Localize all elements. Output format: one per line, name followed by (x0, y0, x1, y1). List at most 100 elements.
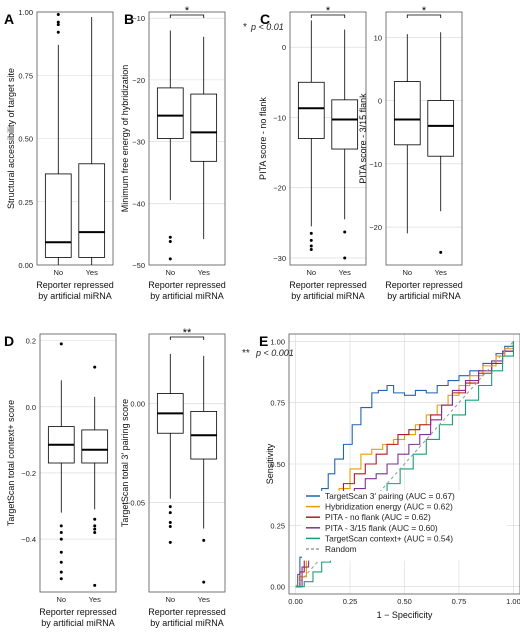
panel-a: A 0.00 0.25 0.50 0.75 1.00 Structural accessib… (4, 8, 114, 301)
box-iqr (81, 429, 109, 464)
panel-e: E 0.00 0.25 0.50 0.75 1.00 0.00 0.25 0.50 0.75 1.0… (259, 333, 520, 620)
outlier-point (309, 248, 313, 252)
plot-frame (36, 11, 114, 266)
x-tick-label: 0.00 (288, 597, 303, 606)
x-axis-label-line: Reporter repressed (36, 280, 114, 290)
x-axis-label-line: by artificial miRNA (291, 291, 365, 301)
plot-frame (288, 333, 520, 595)
outlier-point (59, 524, 63, 528)
outlier-point (202, 580, 206, 584)
box-iqr (78, 163, 106, 258)
y-axis-label: Sensitivity (265, 443, 275, 484)
y-tick-label: −20 (369, 223, 382, 232)
outlier-point (59, 577, 63, 581)
x-axis-label-line: by artificial miRNA (150, 618, 224, 628)
outlier-point (59, 537, 63, 541)
legend-entry: PITA - no flank (AUC = 0.62) (325, 512, 431, 522)
outlier-point (168, 525, 172, 529)
outlier-point (168, 540, 172, 544)
legend-entry: Hybridization energy (AUC = 0.62) (325, 502, 453, 512)
outlier-point (168, 240, 172, 244)
outlier-point (309, 231, 313, 235)
x-tick-label: No (165, 595, 175, 604)
y-tick-label: 0.2 (26, 337, 36, 346)
box-iqr (156, 87, 184, 139)
outlier-point (59, 530, 63, 534)
y-tick-label: 0.75 (270, 399, 285, 408)
x-tick-label: 0.50 (397, 597, 412, 606)
significance-stars: * (185, 5, 190, 17)
significance-bracket (310, 14, 346, 18)
x-tick-label: 0.25 (343, 597, 358, 606)
y-axis-label: Structural accessibility of target site (6, 68, 16, 209)
sig-note-1-text: p < 0.01 (250, 22, 284, 32)
panel-d: D −0.4 −0.2 0.0 0.2 TargetScan total context+… (4, 333, 117, 628)
sig-note-1-stars: * (243, 22, 247, 33)
box-iqr (190, 93, 218, 162)
outlier-point (93, 517, 97, 521)
x-axis-label-line: Reporter repressed (289, 280, 367, 290)
legend-background (302, 491, 507, 561)
outlier-point (56, 23, 60, 27)
significance-bracket (169, 14, 205, 18)
outlier-point (168, 505, 172, 509)
y-tick-label: −20 (273, 184, 286, 193)
y-tick-label: −0.4 (21, 535, 36, 544)
y-tick-label: −20 (132, 76, 145, 85)
outlier-point (439, 250, 443, 254)
y-tick-label: 0 (378, 97, 382, 106)
box-iqr (331, 99, 359, 150)
outlier-point (93, 524, 97, 528)
outlier-point (56, 30, 60, 34)
plot-frame (148, 11, 226, 266)
significance-stars: * (326, 5, 331, 17)
roc-curve-series (295, 341, 515, 588)
legend-entry: TargetScan 3′ pairing (AUC = 0.67) (325, 491, 455, 501)
x-tick-label: 0.75 (452, 597, 467, 606)
box-iqr (44, 173, 72, 258)
x-tick-label: Yes (198, 595, 210, 604)
y-tick-label: −0.2 (21, 469, 36, 478)
y-tick-label: −40 (132, 199, 145, 208)
outlier-point (59, 550, 63, 554)
y-tick-label: 0.50 (18, 135, 33, 144)
y-tick-label: 1.00 (270, 337, 285, 346)
y-tick-label: 0.25 (18, 198, 33, 207)
x-tick-label: Yes (198, 268, 210, 277)
y-axis-label: Minimum free energy of hybridization (120, 65, 130, 213)
significance-stars: * (422, 5, 427, 17)
panel-c2: −20 −10 0 10 PITA score - 3/15 flank No Yes Rep… (358, 5, 463, 301)
legend-entry: Random (325, 544, 357, 554)
y-tick-label: −30 (132, 138, 145, 147)
panel-label-d: D (4, 333, 14, 349)
x-tick-label: No (53, 268, 63, 277)
y-tick-label: −50 (132, 261, 145, 270)
y-tick-label: 0.00 (130, 399, 145, 408)
x-tick-label: Yes (339, 268, 351, 277)
y-tick-label: 10 (374, 33, 382, 42)
x-tick-label: Yes (86, 268, 98, 277)
y-tick-label: 0.75 (18, 71, 33, 80)
plot-frame (385, 11, 463, 266)
outlier-point (56, 20, 60, 24)
significance-bracket (169, 336, 205, 340)
panel-label-c: C (260, 11, 270, 27)
outlier-point (93, 527, 97, 531)
panel-label-b: B (124, 11, 134, 27)
outlier-point (168, 511, 172, 515)
x-tick-label: No (165, 268, 175, 277)
panel-c: C −30 −20 −10 0 PITA score - no flank No Yes Rep… (258, 5, 367, 301)
significance-stars: ** (183, 327, 192, 339)
y-tick-label: 0 (282, 43, 286, 52)
x-tick-label: Yes (89, 595, 101, 604)
y-tick-label: −10 (369, 160, 382, 169)
panel-b: B −50 −40 −30 −20 −10 Minimum free energy of h… (120, 5, 226, 301)
outlier-point (168, 257, 172, 261)
y-tick-label: 0.00 (18, 261, 33, 270)
y-axis-label: TargetScan total context+ score (6, 400, 16, 526)
x-tick-label: 1.00 (506, 597, 520, 606)
plot-frame (289, 11, 367, 266)
y-tick-label: 0.25 (270, 521, 285, 530)
